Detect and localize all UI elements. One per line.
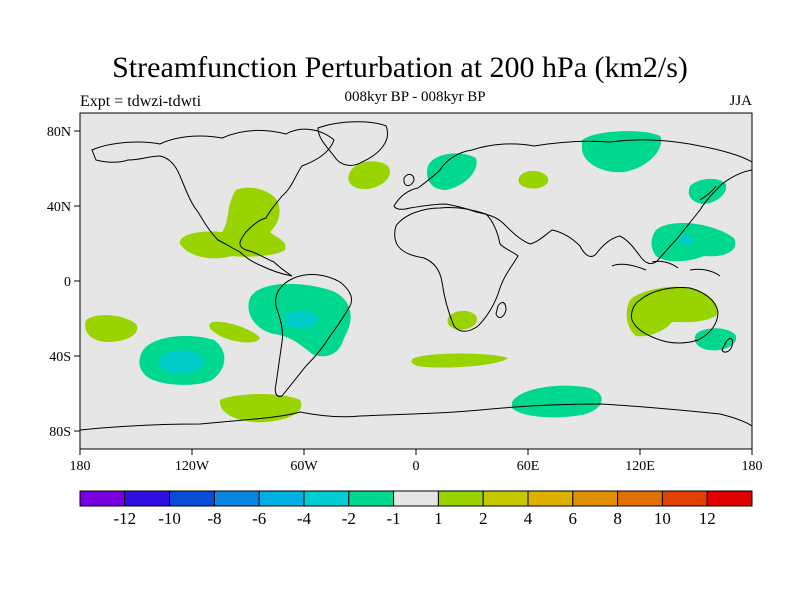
coastline-north-america	[91, 128, 335, 277]
colorbar-swatch	[303, 490, 350, 507]
colorbar-label: -10	[158, 509, 181, 528]
positive-region-south-atlantic	[411, 353, 508, 368]
colorbar-swatch	[661, 490, 708, 507]
colorbar-label: -4	[297, 509, 312, 528]
coastline-south-america	[274, 274, 353, 397]
negative-region-east-asia	[688, 178, 727, 204]
negative-region-southern-indian	[512, 385, 602, 418]
colorbar-label: -6	[252, 509, 266, 528]
negative-region-scandinavia	[426, 153, 477, 190]
coastline-indonesia	[611, 260, 721, 277]
coastline-antarctica	[80, 403, 752, 431]
y-tick-label: 40S	[49, 350, 71, 365]
season-label: JJA	[729, 93, 752, 109]
colorbar-swatch	[572, 490, 619, 507]
positive-region-drake-passage	[219, 394, 302, 423]
experiment-label: Expt = tdwzi-tdwti	[80, 93, 202, 110]
x-tick-label: 180	[70, 459, 91, 474]
y-axis-labels: 80N 40N 0 40S 80S	[47, 125, 71, 440]
colorbar-swatch	[527, 490, 574, 507]
colorbar-label: 10	[654, 509, 671, 528]
coastline-eurasia	[393, 139, 752, 265]
positive-region-north-america	[179, 187, 286, 259]
coastline-madagascar	[495, 302, 507, 318]
colorbar-swatch	[617, 490, 663, 507]
colorbar-swatch	[258, 490, 305, 507]
colorbar-label: 8	[613, 509, 622, 528]
negative-core-south-pacific	[158, 350, 205, 374]
positive-region-north-atlantic	[348, 161, 390, 190]
map-subtitle: 008kyr BP - 008kyr BP	[344, 89, 486, 105]
x-tick-label: 180	[742, 459, 763, 474]
negative-core-south-america	[284, 310, 319, 329]
x-tick-label: 120W	[175, 459, 210, 474]
y-tick-label: 40N	[47, 200, 71, 215]
colorbar-label: 4	[524, 509, 533, 528]
x-tick-label: 60E	[517, 459, 540, 474]
negative-core-west-pacific	[680, 235, 694, 245]
colorbar-swatch	[348, 490, 395, 507]
x-tick-label: 120E	[625, 459, 655, 474]
colorbar-swatch	[437, 490, 484, 507]
colorbar-label: 12	[699, 509, 716, 528]
colorbar-label: -8	[207, 509, 221, 528]
positive-region-east-pacific-south	[85, 315, 138, 342]
coastlines	[80, 121, 752, 431]
contour-fills	[85, 131, 737, 423]
colorbar-label: -1	[387, 509, 401, 528]
coastline-japan	[699, 185, 717, 201]
colorbar	[79, 490, 753, 507]
x-tick-label: 0	[413, 459, 420, 474]
colorbar-swatch	[169, 490, 215, 507]
colorbar-label: 1	[434, 509, 443, 528]
coastline-australia	[631, 287, 719, 344]
positive-region-south-pacific	[209, 321, 260, 343]
colorbar-label: -2	[342, 509, 356, 528]
map-background	[80, 113, 752, 449]
y-tick-label: 80S	[49, 425, 71, 440]
colorbar-swatch	[124, 490, 171, 507]
positive-region-africa-south	[447, 310, 477, 330]
colorbar-label: 6	[569, 509, 578, 528]
coastline-new-zealand	[721, 338, 733, 353]
x-tick-label: 60W	[290, 459, 318, 474]
y-tick-label: 80N	[47, 125, 71, 140]
colorbar-swatch	[213, 490, 260, 507]
colorbar-label: 2	[479, 509, 488, 528]
map-title: Streamfunction Perturbation at 200 hPa (…	[112, 51, 688, 84]
colorbar-swatch	[706, 490, 753, 507]
coastline-uk	[403, 173, 415, 187]
y-tick-label: 0	[64, 275, 71, 290]
x-axis-labels: 180 120W 60W 0 60E 120E 180	[70, 459, 763, 474]
colorbar-label: -12	[113, 509, 136, 528]
colorbar-swatch	[393, 490, 439, 507]
colorbar-swatch	[482, 490, 529, 507]
negative-region-new-zealand	[694, 328, 737, 351]
coastline-greenland	[317, 121, 388, 166]
positive-region-australia	[626, 286, 718, 337]
positive-region-central-atlantic-north	[518, 170, 549, 189]
axis-ticks	[74, 130, 753, 455]
colorbar-labels: -12 -10 -8 -6 -4 -2 -1 1 2 4 6 8 10 12	[113, 509, 715, 528]
colorbar-swatch	[79, 490, 126, 507]
